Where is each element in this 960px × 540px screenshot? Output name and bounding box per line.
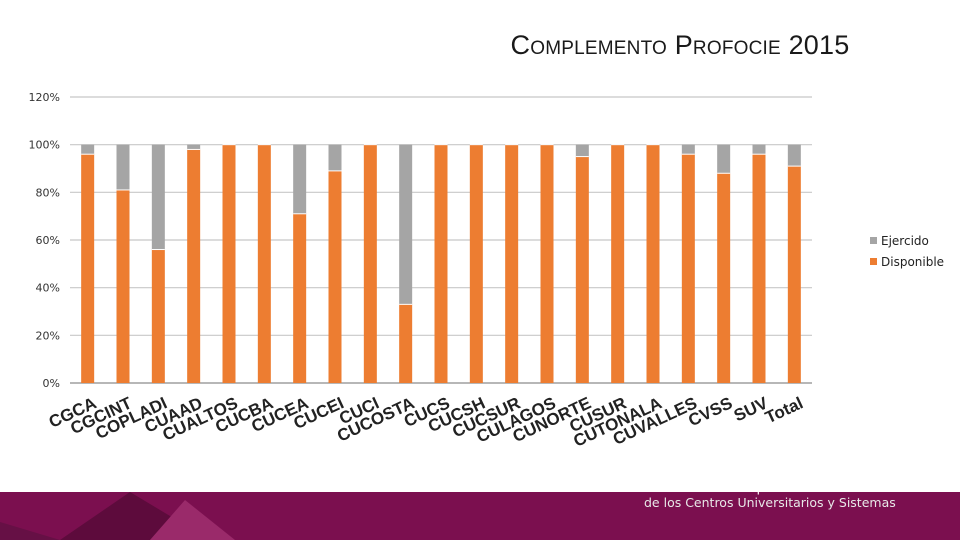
bar-ejercido-cucosta: [399, 144, 413, 305]
bar-disponible-cucosta: [399, 304, 413, 383]
bar-ejercido-cucei: [328, 144, 342, 171]
bar-ejercido-cvss: [717, 144, 731, 174]
bar-disponible-cucsur: [505, 144, 519, 383]
legend: Ejercido Disponible: [870, 234, 944, 269]
bar-disponible-cvss: [717, 173, 731, 383]
bar-disponible-cucsh: [469, 144, 483, 383]
bar-ejercido-total: [787, 144, 801, 167]
bars: [81, 144, 801, 383]
bar-disponible-cuvalles: [681, 154, 695, 383]
footer-line-2: de los Centros Universitarios y Sistemas: [644, 495, 896, 510]
bar-disponible-cualtos: [222, 144, 236, 383]
bar-ejercido-cunorte: [575, 144, 589, 157]
bar-disponible-cuaad: [187, 149, 201, 383]
y-tick-label: 100%: [29, 139, 60, 152]
y-tick-label: 20%: [36, 329, 60, 342]
legend-swatch-ejercido: [870, 237, 877, 244]
bar-disponible-cgcint: [116, 189, 130, 383]
y-tick-label: 120%: [29, 91, 60, 104]
bar-ejercido-suv: [752, 144, 766, 155]
category-labels: CGCACGCINTCOPLADICUAADCUALTOSCUCBACUCEAC…: [46, 393, 806, 451]
bar-disponible-suv: [752, 154, 766, 383]
y-tick-label: 40%: [36, 282, 60, 295]
y-tick-label: 0%: [43, 377, 60, 390]
footer-text: Taller informativo para el área administ…: [644, 480, 954, 510]
footer-line-1: Taller informativo para el área administ…: [644, 480, 927, 495]
bar-disponible-total: [787, 166, 801, 383]
bar-ejercido-cgcint: [116, 144, 130, 190]
bar-disponible-cucei: [328, 170, 342, 383]
bar-disponible-cutonala: [646, 144, 660, 383]
y-axis-ticks: 0% 20% 40% 60% 80% 100% 120%: [29, 91, 60, 390]
legend-label-disponible: Disponible: [881, 255, 944, 269]
bar-disponible-cuci: [363, 144, 377, 383]
bar-disponible-cucea: [293, 213, 307, 383]
legend-swatch-disponible: [870, 258, 877, 265]
y-tick-label: 60%: [36, 234, 60, 247]
bar-disponible-cusur: [611, 144, 625, 383]
y-tick-label: 80%: [36, 186, 60, 199]
bar-disponible-cgca: [81, 154, 95, 383]
bar-disponible-copladi: [151, 249, 165, 383]
bar-ejercido-cuvalles: [681, 144, 695, 155]
legend-label-ejercido: Ejercido: [881, 234, 929, 248]
footer-banner: [0, 492, 960, 540]
bar-disponible-cucs: [434, 144, 448, 383]
bar-disponible-cucba: [257, 144, 271, 383]
bar-ejercido-cgca: [81, 144, 95, 155]
bar-disponible-culagos: [540, 144, 554, 383]
bar-ejercido-cuaad: [187, 144, 201, 150]
stacked-bar-chart: 0% 20% 40% 60% 80% 100% 120% CGCACGCINTCOPLADI…: [29, 91, 945, 451]
chart-title: Complemento Profocie 2015: [510, 30, 850, 60]
bar-ejercido-copladi: [151, 144, 165, 250]
bar-ejercido-cucea: [293, 144, 307, 214]
bar-disponible-cunorte: [575, 156, 589, 383]
footer-decoration: [0, 492, 235, 540]
category-label-total: Total: [762, 393, 806, 427]
